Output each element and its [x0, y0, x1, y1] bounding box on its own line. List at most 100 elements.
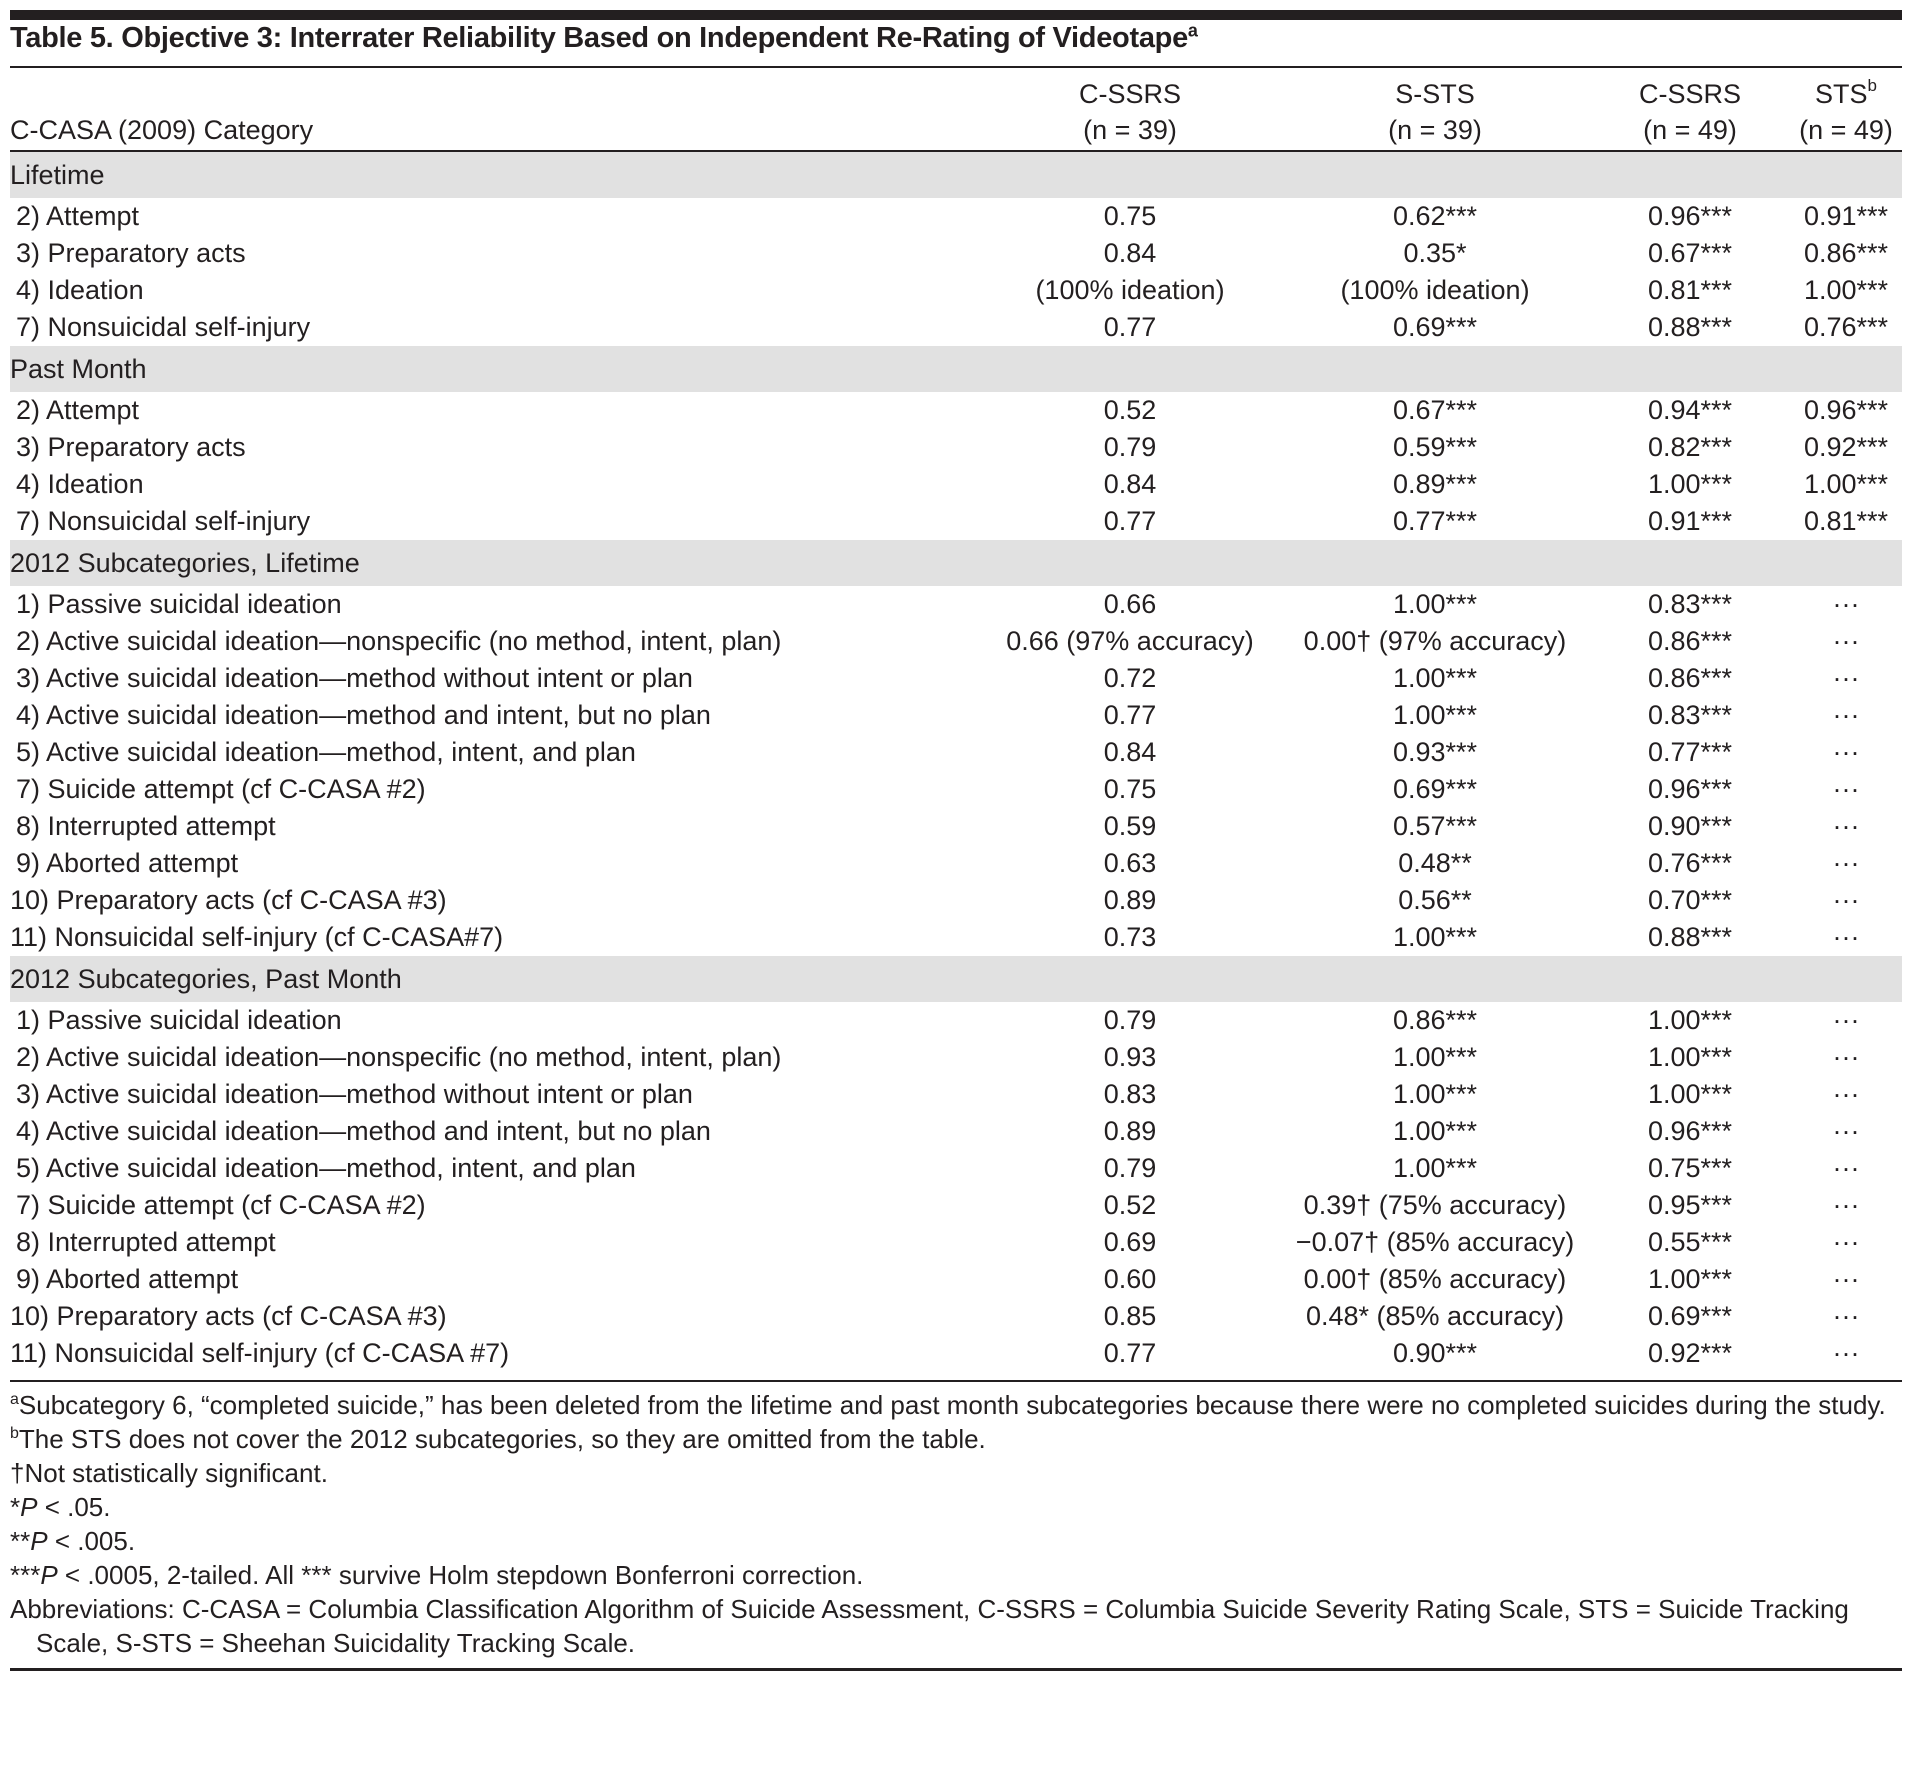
- footnote-symbol: †: [10, 1458, 25, 1488]
- value-cell: 1.00***: [1392, 700, 1478, 730]
- footnote-text: < .05.: [37, 1492, 111, 1522]
- table-row: 4) Ideation 0.84 0.89*** 1.00*** 1.00***: [10, 466, 1902, 503]
- value-cell: ···: [1832, 885, 1860, 915]
- header-n: (n = 49): [1799, 115, 1893, 145]
- header-col-c-ssrs-39: C-SSRS (n = 39): [980, 70, 1280, 151]
- value-cell: ···: [1832, 1005, 1860, 1035]
- value-cell: 0.39† (75% accuracy): [1303, 1190, 1567, 1220]
- value-cell: 0.76***: [1803, 312, 1889, 342]
- value-cell: 0.96***: [1647, 774, 1733, 804]
- value-cell: ···: [1832, 1042, 1860, 1072]
- footnotes: aSubcategory 6, “completed suicide,” has…: [10, 1388, 1902, 1660]
- value-cell: 1.00***: [1392, 1042, 1478, 1072]
- value-cell: 0.89***: [1392, 469, 1478, 499]
- table-row: 2) Active suicidal ideation—nonspecific …: [10, 1039, 1902, 1076]
- header-name: C-SSRS: [1078, 79, 1181, 109]
- header-name: C-SSRS: [1638, 79, 1741, 109]
- table-row: 7) Suicide attempt (cf C-CASA #2) 0.52 0.3…: [10, 1187, 1902, 1224]
- value-cell: 0.89: [1103, 885, 1157, 915]
- value-cell: 0.69***: [1392, 312, 1478, 342]
- table-row: 7) Nonsuicidal self-injury 0.77 0.69*** 0.8…: [10, 309, 1902, 346]
- row-label: 8) Interrupted attempt: [16, 811, 276, 841]
- table-row: 5) Active suicidal ideation—method, inte…: [10, 734, 1902, 771]
- footnote-text: Subcategory 6, “completed suicide,” has …: [18, 1390, 1886, 1420]
- value-cell: 0.96***: [1647, 1116, 1733, 1146]
- value-cell: 0.72: [1103, 663, 1157, 693]
- table-row: 2) Attempt 0.52 0.67*** 0.94*** 0.96***: [10, 392, 1902, 429]
- value-cell: 0.90***: [1647, 811, 1733, 841]
- value-cell: 0.93***: [1392, 737, 1478, 767]
- header-n: (n = 39): [1388, 115, 1482, 145]
- value-cell: ···: [1832, 589, 1860, 619]
- row-label: 5) Active suicidal ideation—method, inte…: [16, 737, 636, 767]
- value-cell: 0.69***: [1647, 1301, 1733, 1331]
- header-category: C-CASA (2009) Category: [10, 115, 314, 145]
- header-n: (n = 49): [1643, 115, 1737, 145]
- header-name: STS: [1815, 79, 1868, 109]
- header-col-c-ssrs-49: C-SSRS (n = 49): [1590, 70, 1790, 151]
- value-cell: 0.56**: [1398, 885, 1472, 915]
- value-cell: 0.79: [1103, 1153, 1157, 1183]
- table-title: Table 5. Objective 3: Interrater Reliabi…: [10, 21, 1198, 55]
- value-cell: ···: [1832, 774, 1860, 804]
- value-cell: ···: [1832, 737, 1860, 767]
- value-cell: ···: [1832, 848, 1860, 878]
- table-row: 3) Active suicidal ideation—method witho…: [10, 1076, 1902, 1113]
- value-cell: 1.00***: [1647, 1079, 1733, 1109]
- table-row: 8) Interrupted attempt 0.59 0.57*** 0.90***…: [10, 808, 1902, 845]
- row-label: 7) Nonsuicidal self-injury: [16, 506, 311, 536]
- value-cell: ···: [1832, 626, 1860, 656]
- value-cell: 0.59: [1103, 811, 1157, 841]
- value-cell: 0.89: [1103, 1116, 1157, 1146]
- section-title: Lifetime: [10, 151, 1902, 198]
- footnote: *P < .05.: [10, 1490, 1902, 1524]
- value-cell: 0.84: [1103, 737, 1157, 767]
- reliability-table: C-CASA (2009) Category C-SSRS (n = 39) S-…: [10, 70, 1902, 1372]
- table-row: 9) Aborted attempt 0.60 0.00† (85% accurac…: [10, 1261, 1902, 1298]
- row-label: 2) Active suicidal ideation—nonspecific …: [16, 626, 782, 656]
- footnote-mark: b: [10, 1425, 19, 1442]
- value-cell: 0.79: [1103, 1005, 1157, 1035]
- value-cell: ···: [1832, 1338, 1860, 1368]
- footnote: **P < .005.: [10, 1524, 1902, 1558]
- value-cell: 0.75: [1103, 774, 1157, 804]
- value-cell: 0.92***: [1647, 1338, 1733, 1368]
- table-row: 7) Nonsuicidal self-injury 0.77 0.77*** 0.9…: [10, 503, 1902, 540]
- row-label: 4) Active suicidal ideation—method and i…: [16, 700, 711, 730]
- title-rule: [10, 66, 1902, 68]
- table-row: 3) Active suicidal ideation—method witho…: [10, 660, 1902, 697]
- section-header-row: Past Month: [10, 346, 1902, 392]
- value-cell: 0.76***: [1647, 848, 1733, 878]
- table-title-text: Table 5. Objective 3: Interrater Reliabi…: [10, 22, 1188, 54]
- value-cell: 0.77***: [1647, 737, 1733, 767]
- table-row: 4) Ideation (100% ideation) (100% ideation…: [10, 272, 1902, 309]
- value-cell: 0.67***: [1647, 238, 1733, 268]
- row-label: 3) Preparatory acts: [16, 238, 246, 268]
- value-cell: 0.69: [1103, 1227, 1157, 1257]
- value-cell: 0.86***: [1647, 626, 1733, 656]
- top-rule: [10, 10, 1902, 20]
- value-cell: 0.83: [1103, 1079, 1157, 1109]
- value-cell: 1.00***: [1392, 663, 1478, 693]
- value-cell: 0.96***: [1647, 201, 1733, 231]
- footnote-symbol: ***: [10, 1560, 41, 1590]
- table-row: 4) Active suicidal ideation—method and i…: [10, 1113, 1902, 1150]
- value-cell: 0.84: [1103, 238, 1157, 268]
- header-n: (n = 39): [1083, 115, 1177, 145]
- row-label: 7) Suicide attempt (cf C-CASA #2): [16, 1190, 426, 1220]
- p-symbol: P: [30, 1526, 48, 1556]
- row-label: 2) Attempt: [16, 201, 140, 231]
- table-row: 2) Active suicidal ideation—nonspecific …: [10, 623, 1902, 660]
- value-cell: 0.77: [1103, 1338, 1157, 1368]
- value-cell: ···: [1832, 1116, 1860, 1146]
- value-cell: 0.70***: [1647, 885, 1733, 915]
- row-label: 3) Active suicidal ideation—method witho…: [16, 1079, 693, 1109]
- value-cell: 0.35*: [1403, 238, 1467, 268]
- value-cell: 0.79: [1103, 432, 1157, 462]
- value-cell: ···: [1832, 700, 1860, 730]
- footnote: †Not statistically significant.: [10, 1456, 1902, 1490]
- value-cell: 0.83***: [1647, 589, 1733, 619]
- value-cell: 0.88***: [1647, 312, 1733, 342]
- table-row: 10) Preparatory acts (cf C-CASA #3) 0.85 0…: [10, 1298, 1902, 1335]
- value-cell: ···: [1832, 1301, 1860, 1331]
